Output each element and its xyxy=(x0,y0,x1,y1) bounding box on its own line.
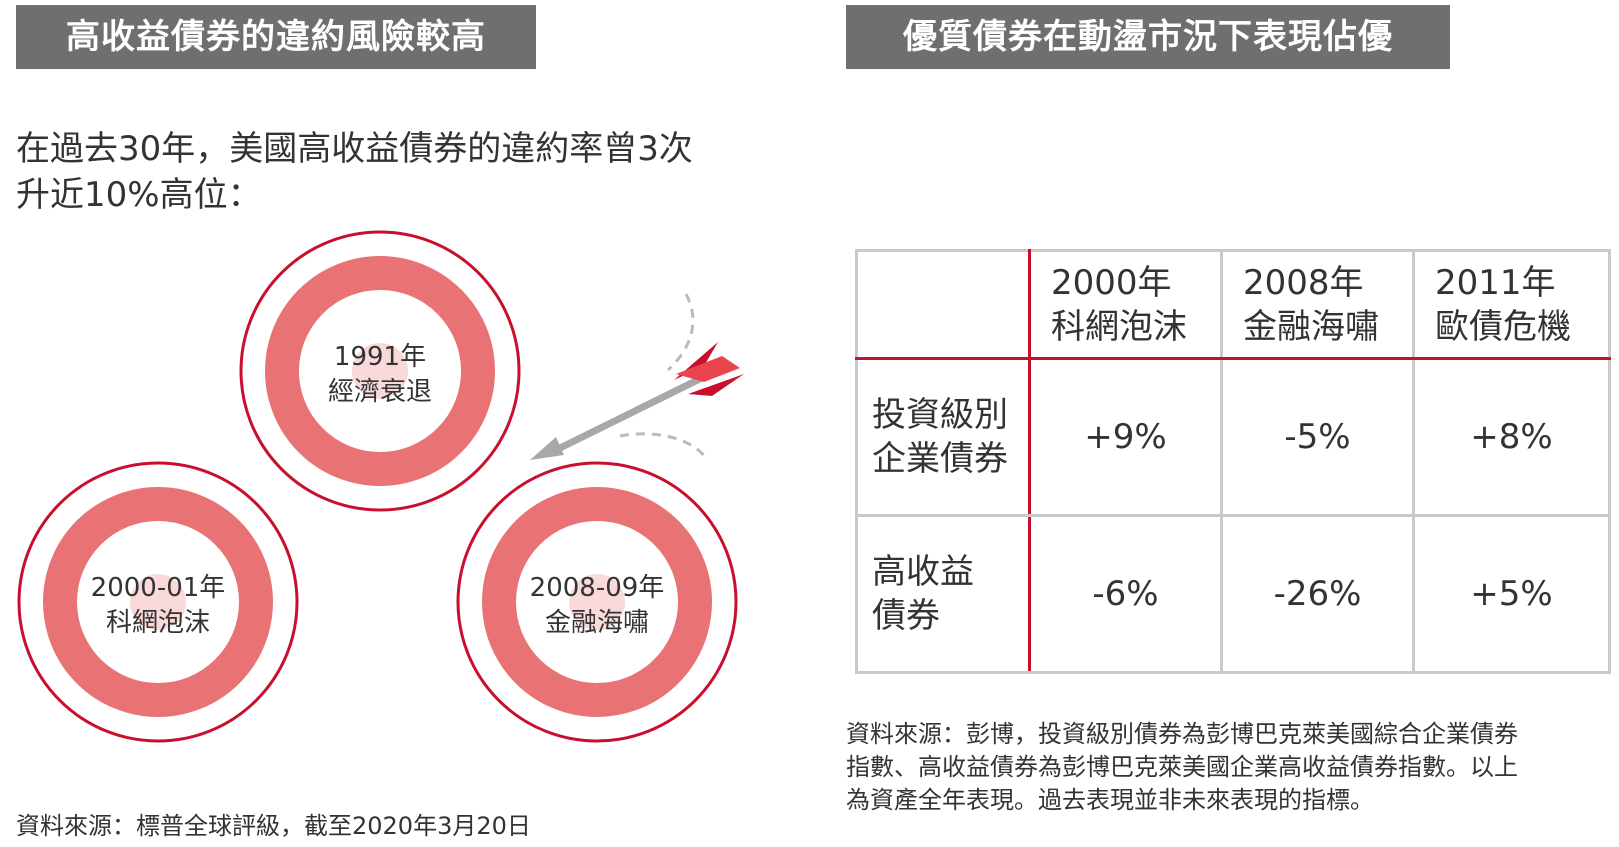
target-2000-year: 2000-01年 xyxy=(91,573,226,603)
left-section-header: 高收益債券的違約風險較高 xyxy=(16,5,536,69)
target-2008-event: 金融海嘯 xyxy=(545,608,649,638)
table-row: 投資級別 企業債券 +9% -5% +8% xyxy=(855,357,1611,517)
table-corner-cell xyxy=(855,249,1031,360)
target-1991-year: 1991年 xyxy=(334,342,426,372)
right-source-line-3: 為資產全年表現。過去表現並非未來表現的指標。 xyxy=(846,786,1374,814)
table-header-row: 2000年 科網泡沫 2008年 金融海嘯 2011年 歐債危機 xyxy=(855,249,1611,360)
target-circles-graphic: 1991年 經濟衰退 2000-01年 科網泡沫 2008-09年 金融海嘯 xyxy=(17,230,744,743)
column-header-event: 科網泡沫 xyxy=(1051,306,1187,347)
column-header-year: 2011年 xyxy=(1435,262,1556,303)
column-header: 2008年 金融海嘯 xyxy=(1220,249,1415,360)
row-label-line-2: 債券 xyxy=(872,596,940,636)
intro-text: 在過去30年，美國高收益債券的違約率曾3次 升近10%高位： xyxy=(16,126,693,218)
right-section-header: 優質債券在動盪市況下表現佔優 xyxy=(846,5,1450,69)
table-cell: -26% xyxy=(1220,514,1415,674)
column-header-year: 2008年 xyxy=(1243,262,1364,303)
table-cell: +5% xyxy=(1412,514,1611,674)
table-row: 高收益 債券 -6% -26% +5% xyxy=(855,514,1611,674)
column-header-event: 歐債危機 xyxy=(1435,306,1571,347)
table-cell: -5% xyxy=(1220,357,1415,517)
target-2000: 2000-01年 科網泡沫 xyxy=(17,461,299,743)
column-header-year: 2000年 xyxy=(1051,262,1172,303)
column-header: 2000年 科網泡沫 xyxy=(1028,249,1223,360)
row-label: 投資級別 企業債券 xyxy=(855,357,1031,517)
arrow-icon xyxy=(530,293,744,460)
column-header: 2011年 歐債危機 xyxy=(1412,249,1611,360)
target-2008: 2008-09年 金融海嘯 xyxy=(456,461,738,743)
row-label-line-1: 投資級別 xyxy=(872,395,1008,435)
right-source-line-1: 資料來源：彭博，投資級別債券為彭博巴克萊美國綜合企業債券 xyxy=(846,720,1518,748)
table-cell: +8% xyxy=(1412,357,1611,517)
intro-line-2: 升近10%高位： xyxy=(16,175,262,215)
row-label: 高收益 債券 xyxy=(855,514,1031,674)
performance-table: 2000年 科網泡沫 2008年 金融海嘯 2011年 歐債危機 投資級別 企業… xyxy=(855,249,1611,674)
intro-line-1: 在過去30年，美國高收益債券的違約率曾3次 xyxy=(16,129,693,169)
right-source-line-2: 指數、高收益債券為彭博巴克萊美國企業高收益債券指數。以上 xyxy=(846,753,1518,781)
left-source-note: 資料來源：標普全球評級，截至2020年3月20日 xyxy=(16,812,531,840)
target-2008-year: 2008-09年 xyxy=(530,573,665,603)
target-1991: 1991年 經濟衰退 xyxy=(239,230,521,512)
row-label-line-2: 企業債券 xyxy=(872,439,1008,479)
table-cell: -6% xyxy=(1028,514,1223,674)
column-header-event: 金融海嘯 xyxy=(1243,306,1379,347)
table-cell: +9% xyxy=(1028,357,1223,517)
target-2000-event: 科網泡沫 xyxy=(106,608,210,638)
target-1991-event: 經濟衰退 xyxy=(328,377,432,407)
row-label-line-1: 高收益 xyxy=(872,552,974,592)
right-source-note: 資料來源：彭博，投資級別債券為彭博巴克萊美國綜合企業債券 指數、高收益債券為彭博… xyxy=(846,718,1606,817)
